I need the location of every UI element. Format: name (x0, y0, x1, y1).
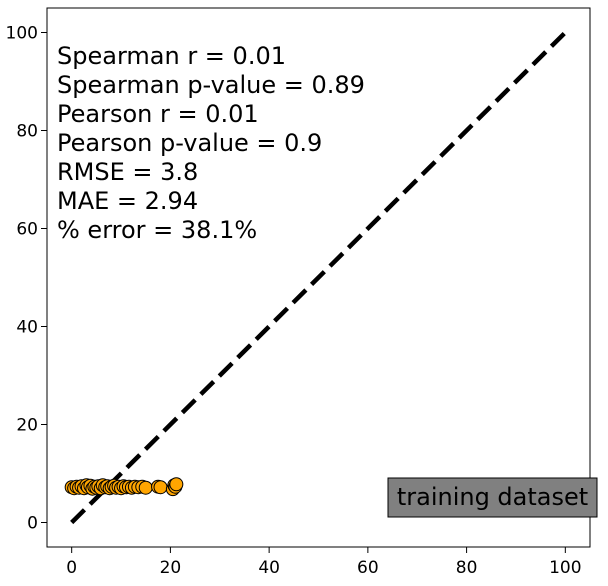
y-tick-label: 40 (16, 318, 38, 338)
stat-line: % error = 38.1% (57, 216, 257, 244)
x-tick-label: 60 (357, 558, 379, 578)
stat-line: MAE = 2.94 (57, 187, 198, 215)
x-tick-label: 0 (66, 558, 77, 578)
dataset-badge-label: training dataset (397, 483, 588, 511)
x-tick-label: 20 (160, 558, 182, 578)
identity-line (70, 30, 567, 525)
plot-area-border (46, 7, 591, 548)
y-axis-ticks: 0 20 40 60 80 100 (6, 24, 47, 534)
stat-line: Pearson p-value = 0.9 (57, 129, 322, 157)
data-point (169, 477, 184, 492)
data-point (153, 480, 168, 495)
data-points-layer (64, 477, 184, 497)
y-tick-label: 60 (16, 220, 38, 240)
y-tick-label: 80 (16, 122, 38, 142)
stat-line: Spearman r = 0.01 (57, 42, 286, 70)
stat-line: Spearman p-value = 0.89 (57, 71, 365, 99)
y-tick-label: 20 (16, 416, 38, 436)
x-tick-label: 40 (258, 558, 280, 578)
x-tick-label: 80 (456, 558, 478, 578)
axes-frame (46, 7, 591, 548)
stat-line: RMSE = 3.8 (57, 158, 198, 186)
x-axis-ticks: 0 20 40 60 80 100 (66, 547, 582, 578)
y-tick-label: 100 (6, 24, 38, 44)
dataset-badge: training dataset (387, 477, 598, 518)
y-tick-label: 0 (27, 514, 38, 534)
x-tick-label: 100 (549, 558, 581, 578)
stat-line: Pearson r = 0.01 (57, 100, 259, 128)
dataset-badge-box (387, 477, 598, 518)
identity-line-layer (70, 30, 567, 525)
data-point (138, 480, 153, 495)
